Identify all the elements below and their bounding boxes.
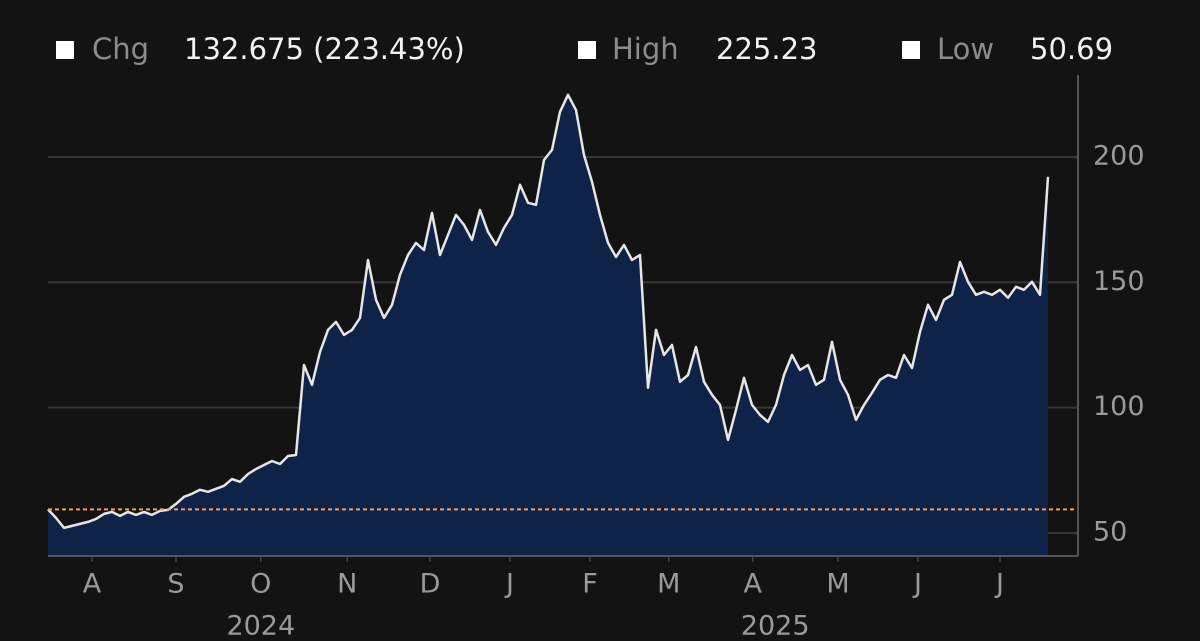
x-tick-label: S [167, 569, 184, 600]
x-tick-label: A [744, 569, 763, 600]
x-tick-label: D [420, 569, 441, 600]
x-tick-label: M [657, 569, 680, 600]
y-tick-label: 50 [1093, 516, 1127, 547]
x-tick-label: J [994, 569, 1004, 600]
x-tick-label: M [826, 569, 849, 600]
x-tick-label: A [83, 569, 102, 600]
legend-swatch [578, 41, 596, 59]
stat-value: 50.69 [1030, 32, 1113, 66]
legend-swatch [56, 41, 74, 59]
y-tick-label: 200 [1093, 140, 1145, 171]
stat-value: 132.675 (223.43%) [184, 32, 465, 66]
legend-swatch [902, 41, 920, 59]
x-tick-label: F [582, 569, 598, 600]
x-tick-label: J [912, 569, 922, 600]
year-label: 2025 [741, 611, 810, 641]
x-tick-label: N [337, 569, 357, 600]
stat-name: Low [937, 32, 994, 66]
x-tick-label: O [250, 569, 271, 600]
stat-name: High [612, 32, 679, 66]
price-line [47, 93, 1050, 530]
y-tick-label: 150 [1093, 266, 1145, 297]
y-tick-label: 100 [1093, 391, 1145, 422]
stat-name: Chg [92, 32, 149, 66]
stat-value: 225.23 [716, 32, 817, 66]
x-tick-label: J [504, 569, 514, 600]
year-label: 2024 [226, 611, 295, 641]
